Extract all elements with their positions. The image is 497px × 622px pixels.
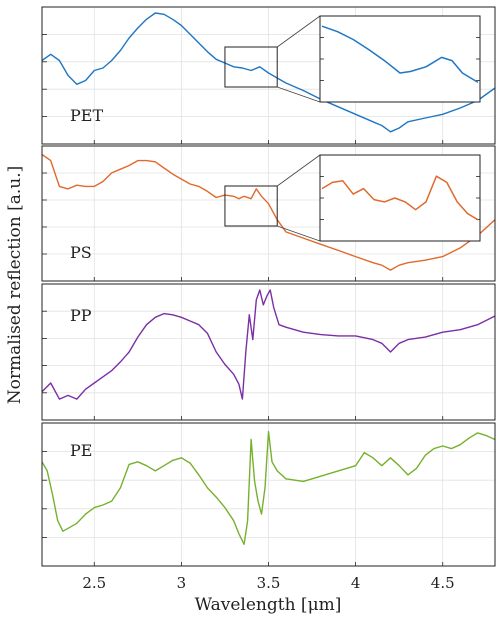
x-tick-labels: 2.5 3 3.5 4 4.5 [82, 574, 454, 592]
zoom-connector [277, 225, 321, 242]
panel-pp: PP [41, 283, 496, 421]
panel-pe: PE [41, 422, 496, 567]
inset-frame [319, 15, 481, 103]
y-axis-label: Normalised reflection [a.u.] [5, 166, 25, 405]
x-tick-label: 3.5 [257, 574, 281, 592]
inset-series-line-ps [321, 175, 479, 221]
panel-label-pet: PET [70, 106, 103, 125]
panel-frame [41, 422, 496, 567]
zoom-box [224, 46, 278, 88]
zoom-connector [276, 154, 321, 187]
x-axis-label: Wavelength [μm] [195, 595, 342, 615]
panels-group: PET PS PP PE [41, 6, 496, 567]
series-line-ps [41, 153, 496, 271]
panel-pet: PET [41, 6, 496, 145]
zoom-connector [277, 86, 321, 103]
panel-label-pe: PE [70, 441, 92, 460]
panel-label-ps: PS [70, 243, 92, 262]
x-tick-label: 2.5 [82, 574, 106, 592]
x-tick-label: 4 [351, 574, 361, 592]
panel-label-pp: PP [70, 306, 92, 325]
x-tick-label: 4.5 [431, 574, 455, 592]
inset-series-line-pet [321, 25, 479, 84]
series-line-pp [41, 289, 496, 400]
panel-frame [41, 145, 496, 282]
zoom-box [224, 185, 278, 227]
panel-ps: PS [41, 145, 496, 282]
panel-frame [41, 6, 496, 145]
panel-frame [41, 283, 496, 421]
x-tick-label: 3 [177, 574, 187, 592]
series-line-pe [41, 430, 496, 545]
inset-frame [319, 154, 481, 242]
zoom-connector [276, 15, 321, 48]
